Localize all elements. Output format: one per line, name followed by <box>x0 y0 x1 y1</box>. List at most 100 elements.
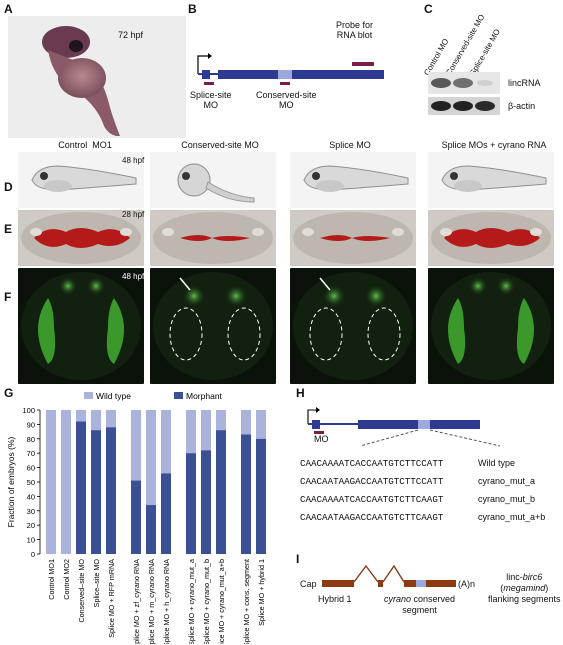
bar-wild-type <box>256 410 266 439</box>
bar-morphant <box>76 421 86 554</box>
panel-label-b: B <box>188 2 197 16</box>
bar-wild-type <box>76 410 86 422</box>
y-axis-label: Fraction of embryos (%) <box>6 436 16 527</box>
gene-schematic-b <box>197 53 384 85</box>
embryo-d-conserved <box>150 152 276 208</box>
bar-wild-type <box>186 410 196 454</box>
flanking-label: linc-birc6 (megamind) flanking segments <box>488 572 561 604</box>
panel-label-i: I <box>296 552 300 566</box>
sequence-label: cyrano_mut_a+b <box>478 512 546 522</box>
probe-label: Probe for RNA blot <box>336 20 374 40</box>
y-tick-label: 100 <box>22 406 35 415</box>
stage-label-28hpf: 28 hpf <box>122 210 145 219</box>
bar-wild-type <box>216 410 226 431</box>
cyrano-segment-label: cyrano conserved segment <box>384 594 456 615</box>
brain-ventricle-control <box>18 210 144 266</box>
column-header-splice: Splice MO <box>329 140 371 150</box>
column-header-control: Control MO1 <box>58 140 112 150</box>
splice-site-mo-label: Splice-site MO <box>190 90 232 110</box>
fluor-brain-control <box>18 268 144 384</box>
y-tick-label: 60 <box>27 464 35 473</box>
category-label: Splice–site MO <box>92 559 101 608</box>
bar-wild-type <box>146 410 156 506</box>
sequence-row: CAACAATAAGACCAATGTCTTCCATT <box>300 476 444 487</box>
column-header-rescue: Splice MOs + cyrano RNA <box>441 140 547 150</box>
category-label: Splice MO + cons. segment <box>242 559 251 644</box>
bar-wild-type <box>201 410 211 451</box>
sequence-row: CAACAAAATCACCAATGTCTTCAAGT <box>300 494 444 505</box>
column-header-conserved: Conserved-site MO <box>181 140 259 150</box>
polya-label: (A)n <box>458 579 476 589</box>
bar-wild-type <box>131 410 141 481</box>
category-label: Splice MO + cyrano_mut_b <box>202 559 211 644</box>
y-tick-label: 70 <box>27 449 35 458</box>
hybrid-schematic-i <box>322 564 456 587</box>
brain-ventricle-rescue <box>428 210 554 266</box>
bar-wild-type <box>241 410 251 435</box>
embryo-d-control <box>18 152 144 208</box>
sequence-label: Wild type <box>478 458 516 468</box>
bar-morphant <box>216 430 226 554</box>
brain-ventricle-conserved <box>150 210 276 266</box>
conserved-site-mo-label: Conserved-site MO <box>256 90 317 110</box>
sequence-label: cyrano_mut_a <box>478 476 536 486</box>
mo-label-h: MO <box>314 434 329 444</box>
category-label: Splice MO + m_cyrano RNA <box>147 559 156 644</box>
legend-swatch <box>174 392 183 399</box>
rna-blot-actin <box>428 97 500 115</box>
y-tick-label: 0 <box>31 550 35 559</box>
bar-morphant <box>106 427 116 554</box>
category-label: Splice MO + zf_cyrano RNA <box>132 559 141 644</box>
y-tick-label: 90 <box>27 420 35 429</box>
fluor-brain-rescue <box>428 268 554 384</box>
panel-label-g: G <box>4 386 14 400</box>
bar-wild-type <box>61 410 71 554</box>
bar-wild-type <box>161 410 171 474</box>
category-label: Control MO1 <box>47 559 56 600</box>
bar-morphant <box>186 453 196 554</box>
fluor-brain-splice <box>290 268 416 384</box>
bar-morphant <box>241 434 251 554</box>
panel-label-h: H <box>296 386 305 400</box>
blot-row-lincrna: lincRNA <box>508 78 541 88</box>
category-label: Splice MO + cyrano_mut_a+b <box>217 559 226 644</box>
stage-label-72hpf: 72 hpf <box>118 30 144 40</box>
category-label: Splice MO + RFP mRNA <box>107 559 116 638</box>
bar-morphant <box>91 430 101 554</box>
gene-schematic-h <box>307 407 501 447</box>
sequence-row: CAACAATAAGACCAATGTCTTCAAGT <box>300 512 444 523</box>
hybrid-label: Hybrid 1 <box>318 594 352 604</box>
cap-label: Cap <box>300 579 317 589</box>
category-label: Splice MO + h_cyrano RNA <box>162 559 171 644</box>
panel-label-d: D <box>4 180 13 194</box>
embryo-d-splice <box>290 152 416 208</box>
panel-label-a: A <box>4 2 13 16</box>
sequence-row: CAACAAAATCACCAATGTCTTCCATT <box>300 458 444 469</box>
bar-morphant <box>201 450 211 554</box>
y-tick-label: 10 <box>27 536 35 545</box>
y-tick-label: 80 <box>27 435 35 444</box>
y-tick-label: 20 <box>27 521 35 530</box>
legend-label: Morphant <box>186 391 223 401</box>
embryo-d-rescue <box>428 152 554 208</box>
bar-morphant <box>256 438 266 554</box>
category-label: Splice MO + hybrid 1 <box>257 559 266 626</box>
phenotype-bar-chart: 0 10 20 30 40 50 60 70 80 90 100 Fraction of embryo… <box>6 391 266 644</box>
y-tick-label: 30 <box>27 507 35 516</box>
panel-label-c: C <box>424 2 433 16</box>
y-tick-label: 40 <box>27 492 35 501</box>
bar-morphant <box>146 505 156 554</box>
legend-label: Wild type <box>96 391 131 401</box>
stage-label-48hpf-d: 48 hpf <box>122 156 145 165</box>
category-label: Conserved–site MO <box>77 559 86 623</box>
stage-label-48hpf-f: 48 hpf <box>122 272 145 281</box>
y-tick-label: 50 <box>27 478 35 487</box>
brain-ventricle-splice <box>290 210 416 266</box>
category-label: Splice MO + cyrano_mut_a <box>187 559 196 644</box>
fluor-brain-conserved <box>150 268 276 384</box>
sequence-label: cyrano_mut_b <box>478 494 536 504</box>
panel-label-f: F <box>4 290 12 304</box>
bar-wild-type <box>106 410 116 428</box>
blot-row-actin: β-actin <box>508 101 536 111</box>
bar-wild-type <box>46 410 56 554</box>
